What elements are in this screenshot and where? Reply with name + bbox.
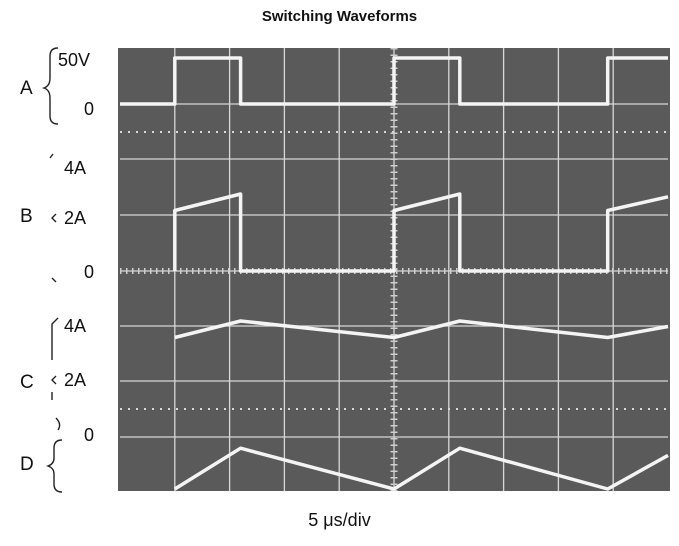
channel-b-tick-1: 4A xyxy=(64,158,86,178)
channel-d-brace xyxy=(45,417,63,493)
channel-b-tick-2: 2A xyxy=(64,208,86,228)
channel-labels: A 50V 0 B 4A 2A 0 C 4A 2A D 0 xyxy=(20,47,94,493)
trace-channel-c xyxy=(174,319,669,340)
channel-d-label: D xyxy=(20,454,34,475)
channel-a-brace xyxy=(41,47,59,125)
channel-c-brace xyxy=(51,317,59,400)
channel-b-brace xyxy=(49,153,57,283)
x-axis-label: 5 μs/div xyxy=(308,510,371,530)
channel-d-tick-1: 0 xyxy=(84,425,94,445)
channel-c-tick-1: 4A xyxy=(64,316,86,336)
waveform-traces xyxy=(120,56,669,491)
channel-a-label: A xyxy=(20,78,33,99)
channel-c-label: C xyxy=(20,372,34,393)
trace-channel-b xyxy=(173,192,669,273)
trace-channel-a xyxy=(120,56,668,106)
channel-c-tick-2: 2A xyxy=(64,370,86,390)
channel-b-tick-3: 0 xyxy=(84,262,94,282)
channel-a-tick-1: 50V xyxy=(58,50,90,70)
trace-channel-d xyxy=(173,446,669,491)
channel-a-tick-2: 0 xyxy=(84,99,94,119)
channel-b-label: B xyxy=(20,206,33,227)
chart-title: Switching Waveforms xyxy=(261,8,418,25)
